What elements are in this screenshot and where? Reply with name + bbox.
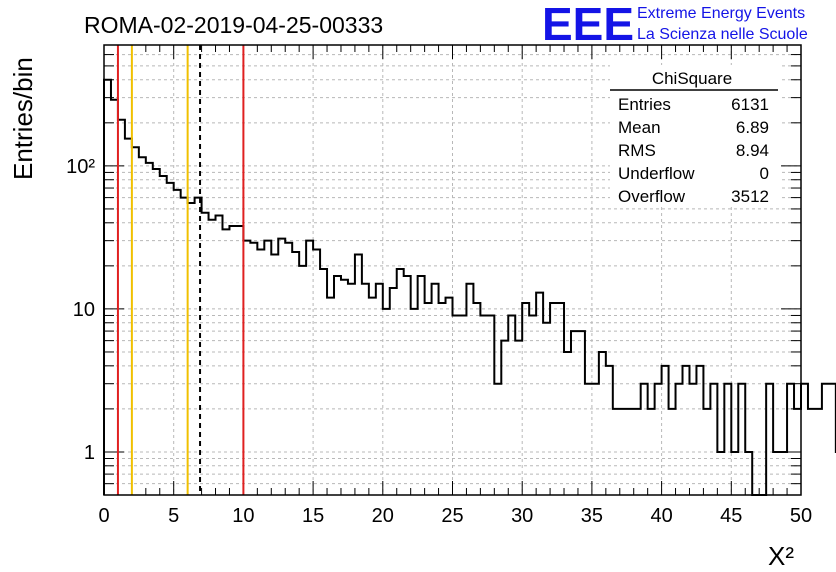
x-tick-label: 30	[511, 505, 533, 527]
stats-value: 6.89	[736, 118, 769, 137]
x-tick-label: 50	[790, 505, 812, 527]
stats-label: Mean	[618, 118, 661, 137]
histogram-steps	[103, 78, 836, 496]
stats-title: ChiSquare	[652, 69, 732, 88]
eee-logo: EEE Extreme Energy Events La Scienza nel…	[542, 0, 808, 50]
stats-label: Entries	[618, 95, 671, 114]
stats-value: 0	[760, 164, 769, 183]
y-tick-label: 10²	[66, 156, 95, 178]
stats-box: ChiSquare Entries 6131 Mean 6.89 RMS 8.9…	[610, 65, 780, 207]
y-axis-label: Entries/bin	[8, 57, 38, 180]
x-axis-label: X²	[768, 541, 794, 571]
brand-line-1: Extreme Energy Events	[637, 5, 805, 22]
x-tick-label: 10	[232, 505, 254, 527]
y-tick-labels: 1 10 10²	[66, 156, 95, 464]
brand-line-2: La Scienza nelle Scuole	[637, 26, 808, 43]
marker-lines	[116, 45, 245, 495]
brand-logo-text: EEE	[542, 0, 634, 50]
stats-value: 3512	[731, 187, 769, 206]
x-tick-label: 20	[372, 505, 394, 527]
stats-value: 8.94	[736, 141, 769, 160]
x-tick-label: 25	[441, 505, 463, 527]
axis-ticks	[103, 44, 802, 496]
x-tick-label: 35	[581, 505, 603, 527]
stats-value: 6131	[731, 95, 769, 114]
chart-title: ROMA-02-2019-04-25-00333	[84, 12, 383, 38]
x-tick-label: 40	[650, 505, 672, 527]
x-tick-labels: 0 5 10 15 20 25 30 35 40 45 50	[98, 505, 812, 527]
x-tick-label: 5	[168, 505, 179, 527]
x-tick-label: 45	[720, 505, 742, 527]
y-tick-label: 1	[84, 442, 95, 464]
y-tick-label: 10	[73, 299, 95, 321]
plot-frame	[103, 44, 802, 496]
x-tick-label: 15	[302, 505, 324, 527]
stats-label: RMS	[618, 141, 656, 160]
x-tick-label: 0	[98, 505, 109, 527]
stats-label: Underflow	[618, 164, 695, 183]
stats-label: Overflow	[618, 187, 686, 206]
